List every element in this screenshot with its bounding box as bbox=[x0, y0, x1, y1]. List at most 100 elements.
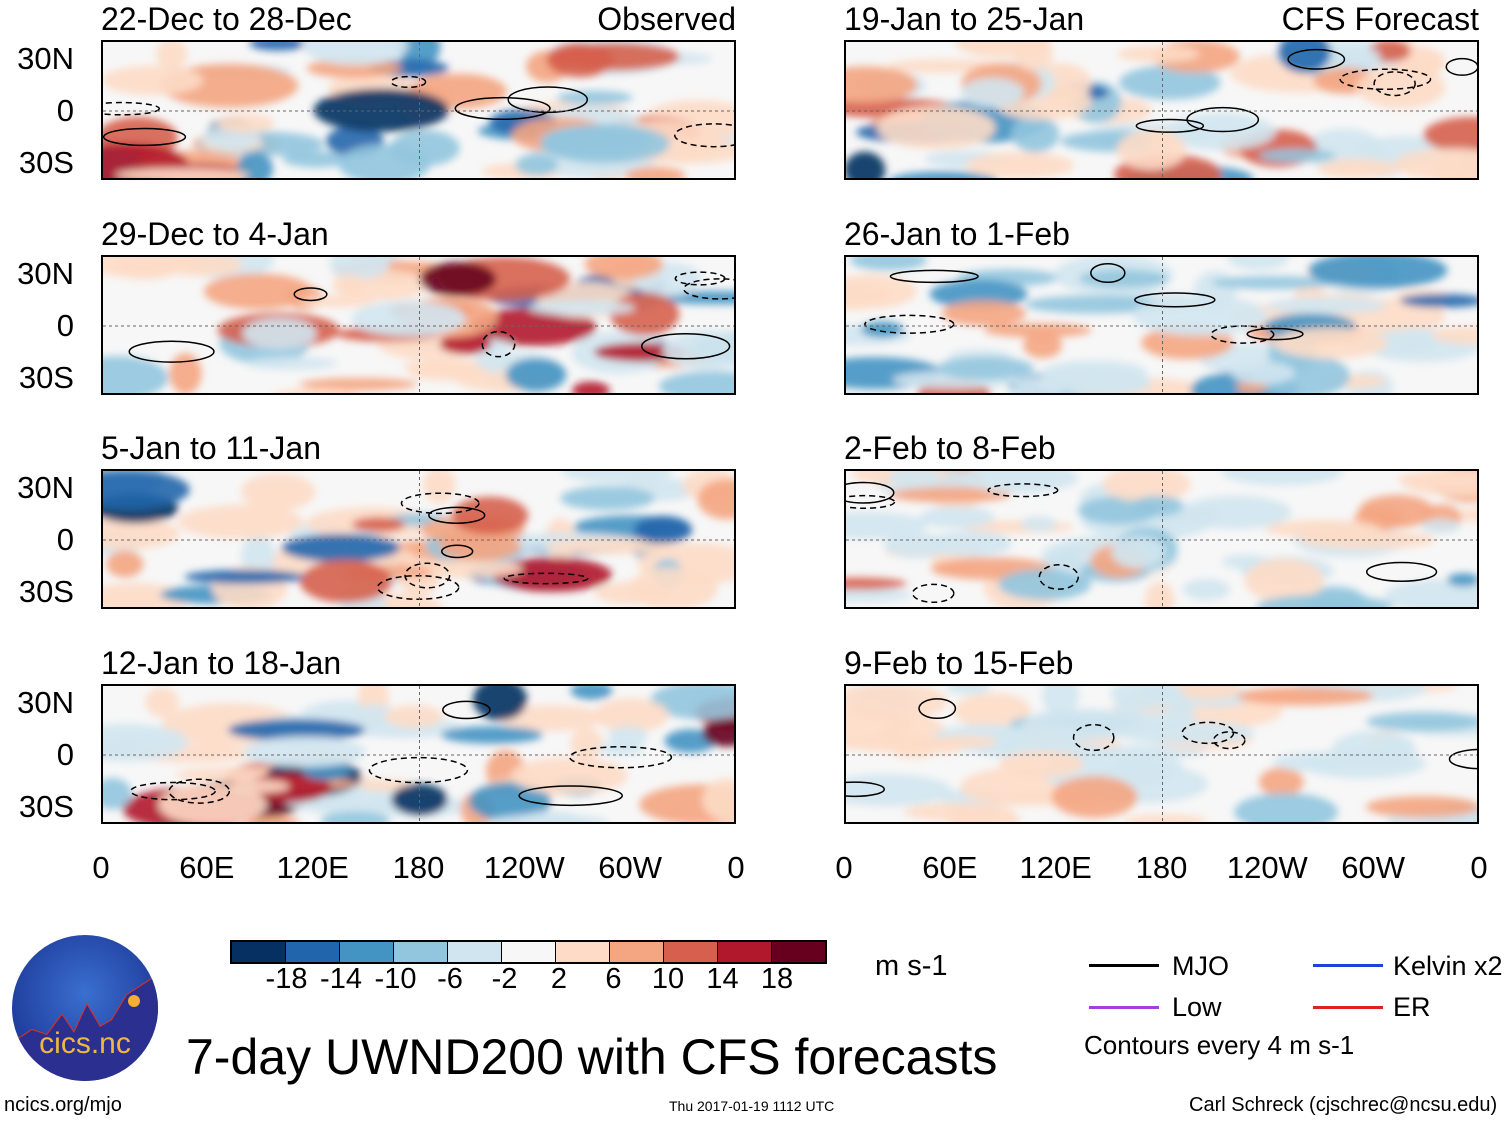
x-tick-label: 120W bbox=[1226, 850, 1308, 885]
y-tick-label: 30N bbox=[17, 256, 74, 291]
map-panel bbox=[101, 684, 736, 824]
westerly-anomaly-blob bbox=[299, 377, 418, 391]
easterly-anomaly-blob bbox=[891, 171, 995, 178]
easterly-anomaly-blob bbox=[929, 279, 1028, 309]
easterly-anomaly-blob bbox=[846, 151, 886, 178]
westerly-anomaly-blob bbox=[1396, 471, 1477, 486]
westerly-anomaly-blob bbox=[177, 504, 304, 540]
easterly-anomaly-blob bbox=[1011, 115, 1060, 153]
easterly-anomaly-blob bbox=[1116, 721, 1255, 745]
easterly-anomaly-blob bbox=[846, 588, 913, 602]
westerly-anomaly-blob bbox=[419, 261, 497, 297]
westerly-anomaly-blob bbox=[1102, 471, 1191, 503]
mjo-contour bbox=[368, 756, 469, 784]
easterly-anomaly-blob bbox=[662, 330, 734, 371]
map-panel bbox=[101, 40, 736, 180]
westerly-anomaly-blob bbox=[145, 687, 179, 718]
easterly-anomaly-blob bbox=[1024, 295, 1165, 314]
panel-title: 9-Feb to 15-Feb bbox=[844, 645, 1074, 681]
x-tick-label: 60W bbox=[1341, 850, 1406, 885]
colorbar-level-label: -2 bbox=[491, 963, 518, 995]
panel-title: 12-Jan to 18-Jan bbox=[101, 645, 342, 681]
y-tick-label: 30S bbox=[18, 789, 74, 824]
mjo-contour bbox=[911, 583, 955, 604]
easterly-anomaly-blob bbox=[302, 42, 409, 66]
map-panel bbox=[844, 684, 1479, 824]
westerly-anomaly-blob bbox=[903, 802, 1013, 822]
colorbar-swatch bbox=[232, 942, 286, 962]
westerly-anomaly-blob bbox=[876, 106, 996, 150]
westerly-anomaly-blob bbox=[1116, 129, 1187, 171]
westerly-anomaly-blob bbox=[998, 750, 1084, 778]
main-title: 7-day UWND200 with CFS forecasts bbox=[186, 1029, 998, 1085]
legend-label-low: Low bbox=[1172, 992, 1222, 1022]
easterly-anomaly-blob bbox=[351, 300, 466, 337]
easterly-anomaly-blob bbox=[245, 356, 338, 370]
mjo-contour bbox=[518, 785, 623, 807]
mjo-contour bbox=[507, 86, 589, 114]
y-tick-label: 0 bbox=[56, 93, 74, 128]
westerly-anomaly-blob bbox=[103, 65, 204, 96]
westerly-anomaly-blob bbox=[384, 704, 444, 728]
easterly-anomaly-blob bbox=[1308, 257, 1448, 289]
colorbar-swatch bbox=[718, 942, 772, 962]
colorbar-swatch bbox=[286, 942, 340, 962]
westerly-anomaly-blob bbox=[115, 167, 251, 178]
map-panel bbox=[101, 255, 736, 395]
y-tick-label: 30S bbox=[18, 574, 74, 609]
easterly-anomaly-blob bbox=[1210, 276, 1336, 290]
easterly-anomaly-blob bbox=[505, 357, 567, 392]
mjo-contour bbox=[128, 340, 215, 363]
easterly-anomaly-blob bbox=[860, 321, 904, 338]
easterly-anomaly-blob bbox=[540, 124, 670, 164]
westerly-anomaly-blob bbox=[702, 719, 734, 747]
westerly-anomaly-blob bbox=[1123, 814, 1208, 822]
x-tick-label: 120E bbox=[276, 850, 349, 885]
y-tick-label: 30S bbox=[18, 145, 74, 180]
westerly-anomaly-blob bbox=[571, 381, 610, 393]
x-tick-label: 60E bbox=[179, 850, 235, 885]
westerly-anomaly-blob bbox=[1116, 45, 1200, 63]
easterly-anomaly-blob bbox=[249, 42, 307, 51]
westerly-anomaly-blob bbox=[439, 334, 492, 354]
westerly-anomaly-blob bbox=[1244, 558, 1324, 603]
legend-label-kelvin: Kelvin x2 bbox=[1393, 951, 1503, 981]
westerly-anomaly-blob bbox=[1051, 776, 1138, 818]
westerly-anomaly-blob bbox=[846, 281, 891, 311]
colorbar-swatch bbox=[340, 942, 394, 962]
panel-title: 5-Jan to 11-Jan bbox=[101, 430, 321, 466]
mjo-contour bbox=[1287, 48, 1346, 70]
mjo-contour bbox=[503, 572, 589, 585]
easterly-anomaly-blob bbox=[1420, 519, 1461, 534]
westerly-anomaly-blob bbox=[1317, 158, 1399, 178]
easterly-anomaly-blob bbox=[528, 300, 636, 316]
colorbar-level-label: -10 bbox=[374, 963, 417, 995]
cics-logo: cics.nc bbox=[12, 935, 158, 1081]
colorbar-level-label: 18 bbox=[760, 963, 794, 995]
colorbar-level-label: 2 bbox=[550, 963, 568, 995]
mjo-contour bbox=[428, 506, 486, 524]
easterly-anomaly-blob bbox=[391, 783, 448, 816]
mjo-contour bbox=[1339, 68, 1432, 91]
panel-title: 26-Jan to 1-Feb bbox=[844, 216, 1070, 252]
mjo-contour bbox=[889, 269, 979, 284]
wind-anomaly-field bbox=[103, 471, 734, 607]
footer-url[interactable]: ncics.org/mjo bbox=[4, 1094, 122, 1116]
easterly-anomaly-blob bbox=[329, 257, 390, 280]
mjo-contour bbox=[376, 574, 460, 600]
easterly-anomaly-blob bbox=[103, 471, 190, 510]
mjo-contour bbox=[1448, 748, 1477, 770]
westerly-anomaly-blob bbox=[156, 42, 188, 70]
mjo-contour bbox=[103, 127, 187, 147]
westerly-anomaly-blob bbox=[408, 362, 486, 382]
colorbar-swatch bbox=[772, 942, 825, 962]
easterly-anomaly-blob bbox=[1332, 730, 1415, 769]
easterly-anomaly-blob bbox=[561, 471, 673, 484]
westerly-anomaly-blob bbox=[169, 352, 202, 393]
westerly-anomaly-blob bbox=[941, 300, 1027, 327]
easterly-anomaly-blob bbox=[103, 356, 169, 393]
easterly-anomaly-blob bbox=[241, 534, 275, 576]
legend-line-low bbox=[1089, 1006, 1159, 1009]
x-tick-label: 0 bbox=[727, 850, 745, 885]
colorbar-swatch bbox=[556, 942, 610, 962]
